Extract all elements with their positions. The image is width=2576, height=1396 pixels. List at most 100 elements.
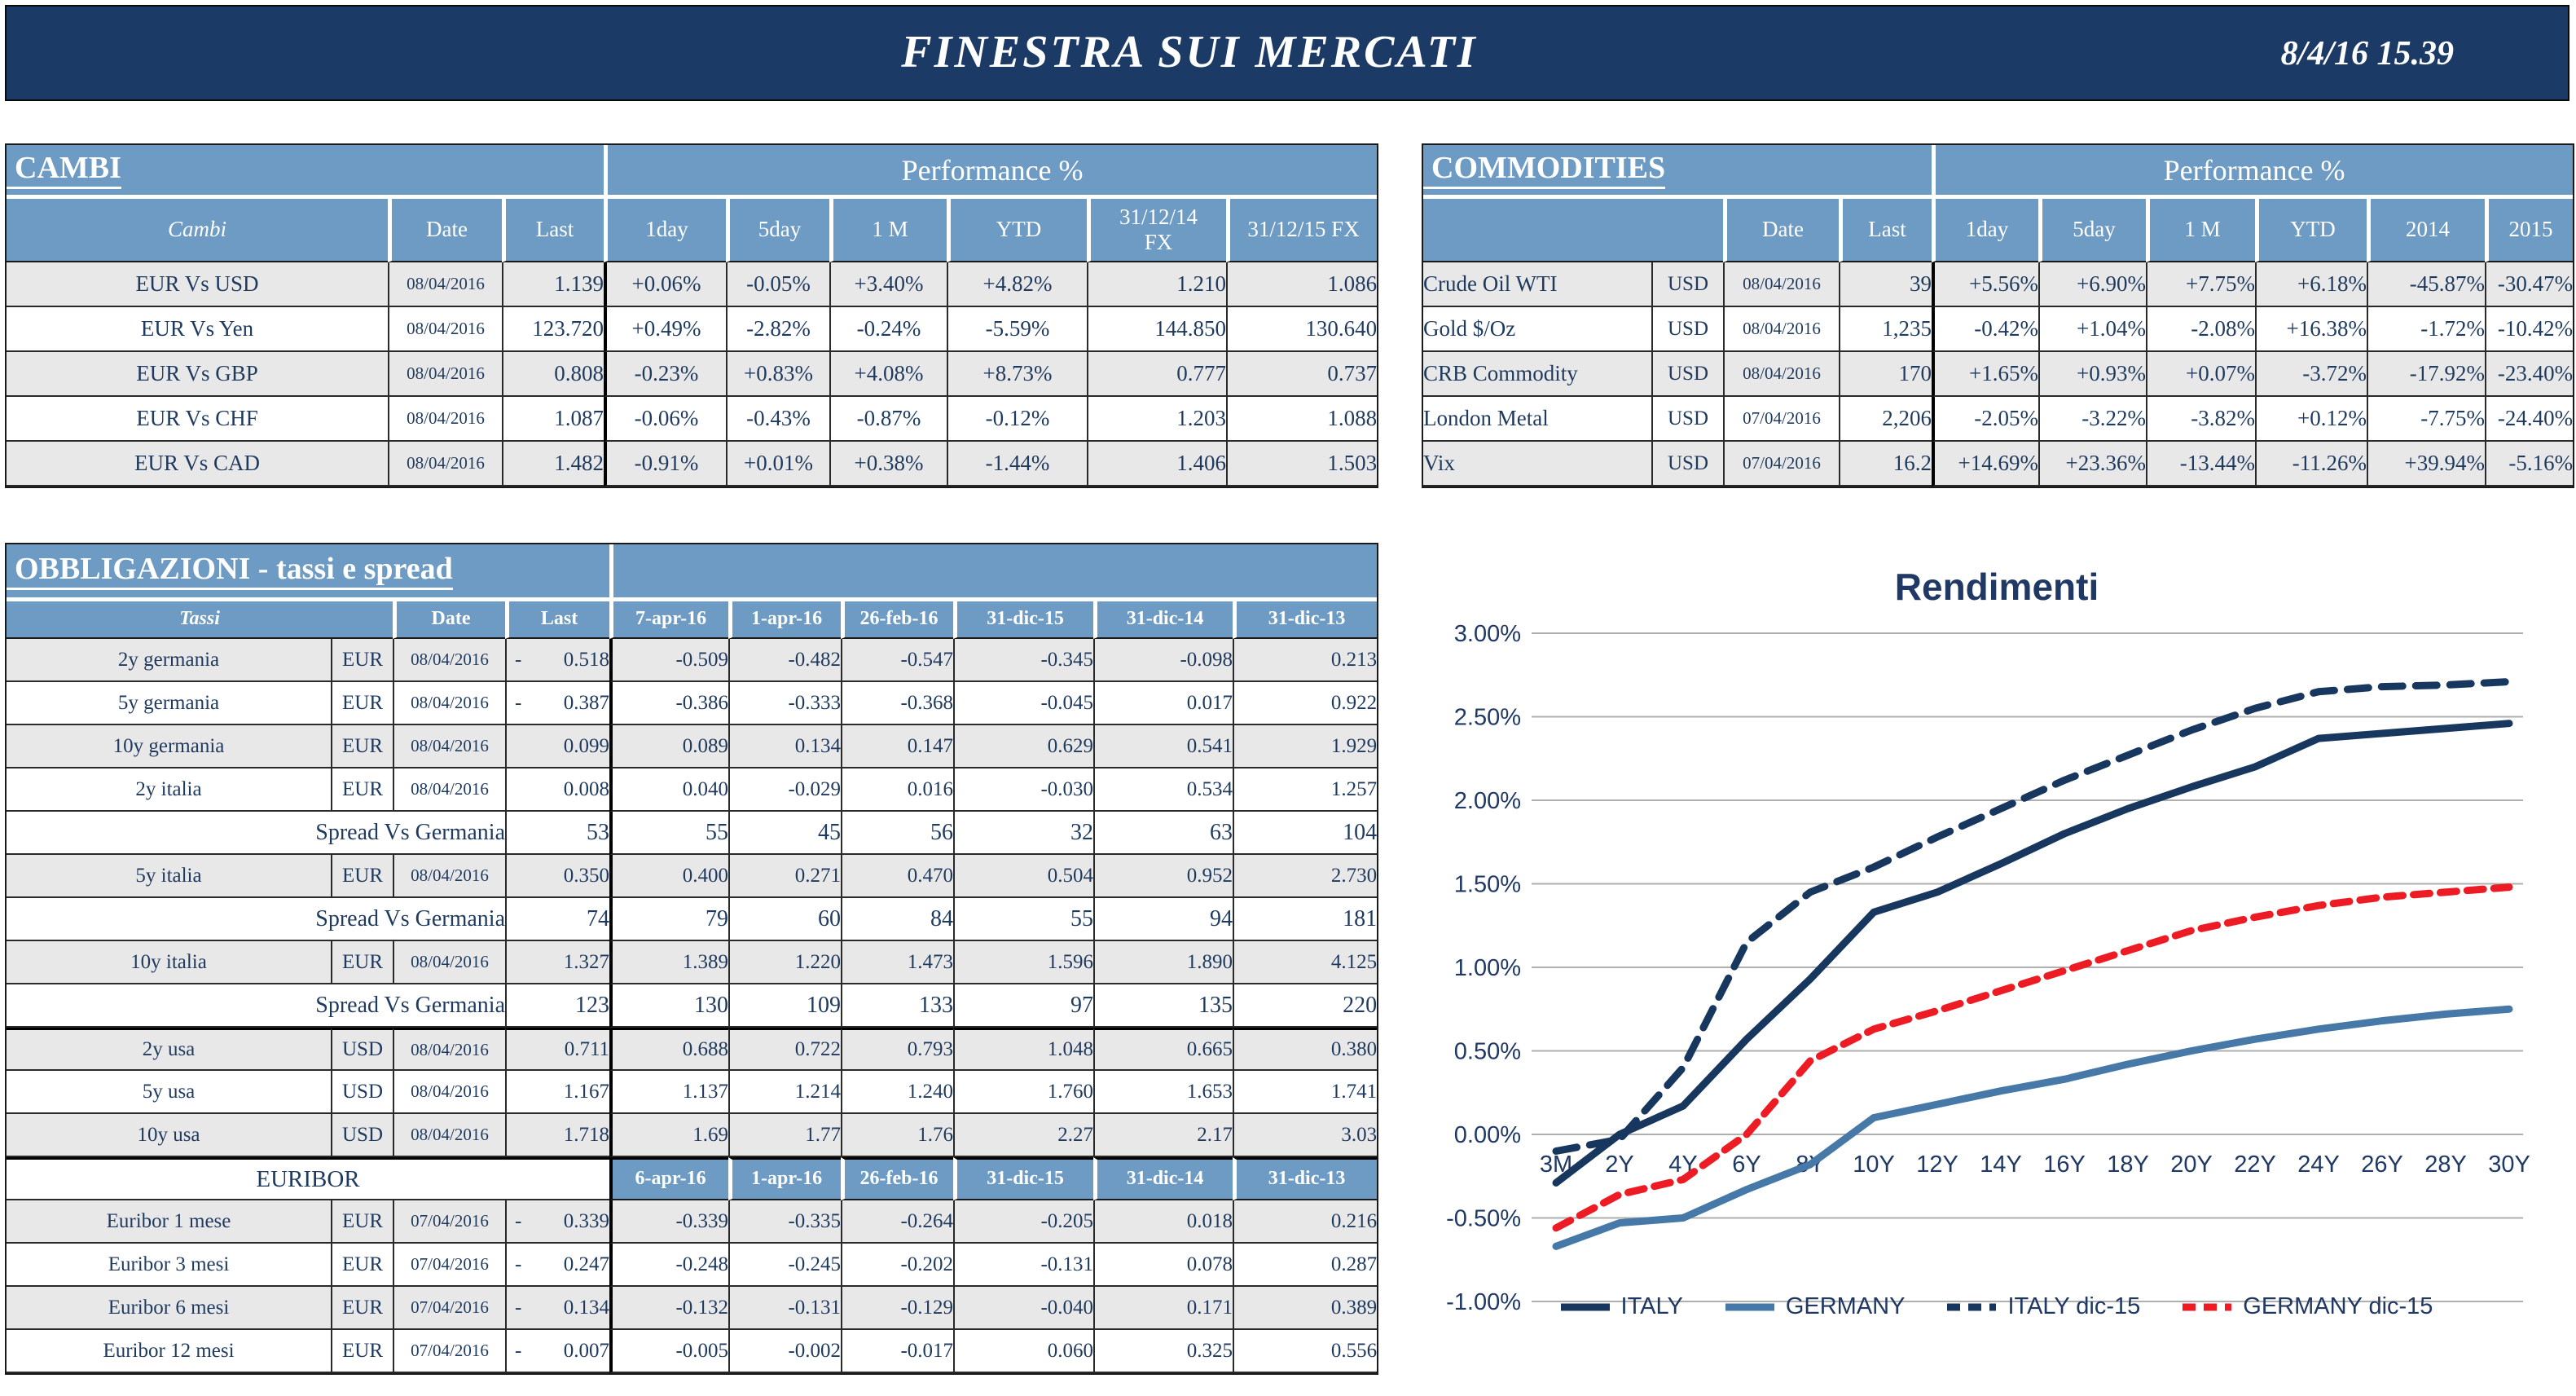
cell-date: 08/04/2016: [393, 639, 505, 682]
cell-value: -0.509: [609, 639, 729, 682]
cell-currency: USD: [1651, 352, 1723, 397]
cell-last: - 0.339: [505, 1200, 610, 1244]
cell-currency: USD: [1651, 397, 1723, 442]
cell-value: 0.171: [1093, 1287, 1233, 1330]
pair-name: EUR Vs Yen: [7, 307, 388, 352]
obbligazioni-column-header: Last: [505, 601, 610, 639]
cell-value: -0.248: [609, 1244, 729, 1287]
cell-last: 0.808: [502, 352, 604, 397]
cambi-subheader: Cambi Date Last 1day 5day 1 M YTD 31/12/14 FX 31…: [7, 199, 1378, 262]
cell-last: 1.327: [505, 941, 610, 984]
cell-value: 0.688: [609, 1028, 729, 1071]
cell-value: 0.060: [953, 1330, 1094, 1373]
cell-date: 08/04/2016: [388, 352, 502, 397]
euribor-date-header: 26-feb-16: [841, 1157, 954, 1200]
commodities-table: COMMODITIES Performance % Date Last 1day 5day…: [1422, 143, 2575, 488]
cell-value: 1.77: [728, 1114, 842, 1157]
cell-value: 0.534: [1093, 768, 1233, 812]
cell-last: 170: [1839, 352, 1932, 397]
commodity-name: CRB Commodity: [1423, 352, 1651, 397]
cambi-band: CAMBI Performance %: [7, 145, 1378, 199]
cell-currency: EUR: [331, 1330, 393, 1373]
cell-currency: EUR: [331, 1200, 393, 1244]
cell-value: 1.741: [1233, 1071, 1378, 1114]
obbligazioni-column-header: 7-apr-16: [609, 601, 729, 639]
chart-legend: ITALY GERMANY ITALY dic-15 GERMANY dic-15: [1422, 1293, 2572, 1320]
cell-value: -0.245: [728, 1244, 842, 1287]
commodities-column-header: Last: [1839, 199, 1932, 262]
cell-perf: -2.05%: [1932, 397, 2039, 442]
obbligazioni-column-header: 1-apr-16: [728, 601, 842, 639]
minus-sign: -: [515, 1296, 522, 1319]
cell-value: -0.335: [728, 1200, 842, 1244]
cambi-column-header: Last: [502, 199, 604, 262]
cell-date: 08/04/2016: [393, 941, 505, 984]
legend-item: GERMANY: [1725, 1293, 1905, 1320]
cell-perf: +0.06%: [604, 262, 727, 307]
cell-value: 1.473: [841, 941, 954, 984]
cell-value: 2.730: [1233, 855, 1378, 898]
cell-value: 0.380: [1233, 1028, 1378, 1071]
cell-value: -0.368: [841, 682, 954, 725]
cell-value: 1.048: [953, 1028, 1094, 1071]
cell-date: 07/04/2016: [1723, 442, 1839, 487]
y-axis-tick-label: 2.00%: [1454, 788, 1521, 814]
pair-name: EUR Vs USD: [7, 262, 388, 307]
cell-value: 0.556: [1233, 1330, 1378, 1373]
cell-value: -0.345: [953, 639, 1094, 682]
y-axis-tick-label: 0.00%: [1454, 1122, 1521, 1148]
cell-perf: -0.87%: [829, 397, 947, 442]
page-title: FINESTRA SUI MERCATI: [901, 27, 1478, 77]
cell-fx15: 130.640: [1226, 307, 1378, 352]
header-datetime: 8/4/16 15.39: [2280, 35, 2454, 73]
obbligazioni-row: Euribor 1 mese EUR 07/04/2016-0.339 -0.339-…: [7, 1200, 1378, 1244]
cell-date: 08/04/2016: [393, 1071, 505, 1114]
cell-date: 08/04/2016: [393, 855, 505, 898]
commodity-name: London Metal: [1423, 397, 1651, 442]
spread-value: 45: [728, 812, 842, 855]
cell-date: 08/04/2016: [1723, 352, 1839, 397]
cell-perf: -3.22%: [2038, 397, 2147, 442]
legend-line-swatch: [1725, 1303, 1774, 1310]
cell-perf: -7.75%: [2367, 397, 2486, 442]
minus-sign: -: [515, 1209, 522, 1232]
spread-label: Spread Vs Germania: [7, 984, 505, 1028]
cell-perf: -2.82%: [726, 307, 830, 352]
cell-value: 1.890: [1093, 941, 1233, 984]
cell-currency: USD: [331, 1114, 393, 1157]
cell-date: 07/04/2016: [393, 1200, 505, 1244]
rate-name: 10y usa: [7, 1114, 331, 1157]
cell-value: 0.016: [841, 768, 954, 812]
minus-sign: -: [515, 691, 522, 714]
x-axis-tick-label: 22Y: [2234, 1152, 2276, 1178]
cell-perf: -0.91%: [604, 442, 727, 487]
legend-label: ITALY dic-15: [2007, 1293, 2141, 1319]
spread-value: 55: [953, 898, 1094, 941]
rate-name: Euribor 1 mese: [7, 1200, 331, 1244]
series-line-italy-dic-15: [1552, 677, 2513, 1155]
commodities-column-header: [1423, 199, 1723, 262]
cell-last: - 0.518: [505, 639, 610, 682]
cell-value: 1.653: [1093, 1071, 1233, 1114]
legend-label: GERMANY dic-15: [2243, 1293, 2433, 1319]
cell-value: 0.389: [1233, 1287, 1378, 1330]
euribor-date-header: 31-dic-14: [1093, 1157, 1233, 1200]
cell-currency: USD: [1651, 307, 1723, 352]
chart-title: Rendimenti: [1894, 566, 2099, 608]
x-axis-tick-label: 12Y: [1916, 1152, 1958, 1178]
cell-value: -0.547: [841, 639, 954, 682]
cell-perf: -23.40%: [2485, 352, 2574, 397]
euribor-date-header: 31-dic-13: [1233, 1157, 1378, 1200]
cell-value: -0.386: [609, 682, 729, 725]
cell-value: -0.205: [953, 1200, 1094, 1244]
obbligazioni-section-title: OBBLIGAZIONI - tassi e spread: [7, 552, 453, 590]
y-axis-tick-label: -1.00%: [1446, 1289, 1521, 1315]
cell-perf: -2.08%: [2146, 307, 2256, 352]
cell-value: 1.137: [609, 1071, 729, 1114]
commodities-section-title: COMMODITIES: [1423, 151, 1666, 189]
cell-perf: -17.92%: [2367, 352, 2486, 397]
cell-last: 2,206: [1839, 397, 1932, 442]
euribor-date-header: 31-dic-15: [953, 1157, 1094, 1200]
cell-value: 0.504: [953, 855, 1094, 898]
cell-date: 08/04/2016: [393, 725, 505, 768]
